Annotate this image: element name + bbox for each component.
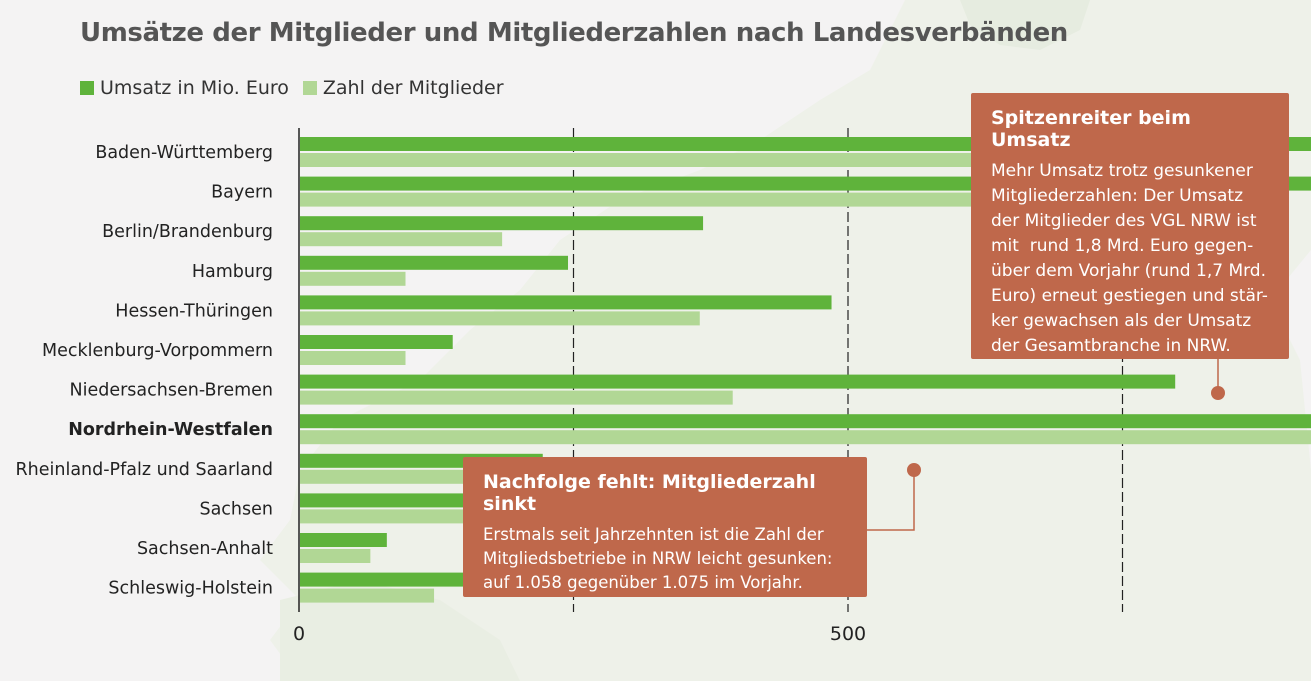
callout-line: Erstmals seit Jahrzehnten ist die Zahl d… bbox=[483, 525, 824, 544]
callout-connector-line bbox=[867, 470, 915, 531]
callout-nachfolge-title: Nachfolge fehlt: Mitgliederzahl sinkt bbox=[483, 471, 816, 515]
callout-nachfolge-text: Erstmals seit Jahrzehnten ist die Zahl d… bbox=[483, 523, 849, 595]
callout-line: ker gewachsen als der Umsatz bbox=[991, 311, 1252, 331]
bar-mitglieder bbox=[300, 549, 371, 563]
bar-umsatz bbox=[300, 295, 832, 310]
callout-line: Euro) erneut gestiegen und stär- bbox=[991, 286, 1268, 306]
chart-title: Umsätze der Mitglieder und Mitgliederzah… bbox=[80, 18, 1068, 48]
bar-mitglieder bbox=[300, 390, 733, 405]
bar-umsatz bbox=[300, 414, 1311, 429]
legend-item-umsatz: Umsatz in Mio. Euro bbox=[80, 77, 289, 99]
category-label: Schleswig-Holstein bbox=[108, 579, 273, 599]
category-label: Berlin/Brandenburg bbox=[102, 222, 273, 242]
category-label: Niedersachsen-Bremen bbox=[70, 381, 274, 401]
category-label: Sachsen-Anhalt bbox=[137, 539, 273, 559]
callout-spitzenreiter: Spitzenreiter beim Umsatz Mehr Umsatz tr… bbox=[971, 93, 1289, 359]
callout-nachfolge: Nachfolge fehlt: Mitgliederzahl sinkt Er… bbox=[463, 457, 867, 597]
bar-mitglieder bbox=[300, 271, 406, 286]
callout-line: der Mitglieder des VGL NRW ist bbox=[991, 211, 1257, 231]
bar-umsatz bbox=[300, 493, 508, 508]
callout-line: der Gesamtbranche in NRW. bbox=[991, 336, 1231, 356]
legend-label-umsatz: Umsatz in Mio. Euro bbox=[100, 77, 289, 99]
legend: Umsatz in Mio. Euro Zahl der Mitglieder bbox=[80, 77, 518, 99]
category-label: Rheinland-Pfalz und Saarland bbox=[15, 460, 273, 480]
category-label: Nordrhein-Westfalen bbox=[68, 420, 273, 440]
bar-mitglieder bbox=[300, 311, 700, 326]
bar-mitglieder bbox=[300, 588, 435, 603]
callout-line: mit rund 1,8 Mrd. Euro gegen- bbox=[991, 236, 1254, 256]
bar-mitglieder bbox=[300, 192, 1024, 207]
legend-swatch-umsatz bbox=[80, 81, 94, 95]
category-label: Hamburg bbox=[192, 262, 273, 282]
callout-connector-dot bbox=[1211, 386, 1225, 400]
legend-label-mitglieder: Zahl der Mitglieder bbox=[322, 77, 504, 99]
x-tick-label: 500 bbox=[830, 623, 866, 645]
callout-line: Mitgliederzahlen: Der Umsatz bbox=[991, 186, 1244, 206]
category-label: Baden-Württemberg bbox=[95, 143, 273, 163]
callout-line: Mitgliedsbetriebe in NRW leicht gesunken… bbox=[483, 549, 833, 568]
bar-mitglieder bbox=[300, 232, 503, 247]
bar-mitglieder bbox=[300, 153, 1183, 167]
category-label: Mecklenburg-Vorpommern bbox=[42, 341, 273, 361]
callout-spitzenreiter-title: Spitzenreiter beim Umsatz bbox=[991, 107, 1191, 151]
callout-line: auf 1.058 gegenüber 1.075 im Vorjahr. bbox=[483, 573, 803, 592]
bar-umsatz bbox=[300, 533, 387, 547]
bar-mitglieder bbox=[300, 351, 406, 365]
category-label: Hessen-Thüringen bbox=[115, 301, 273, 321]
bar-umsatz bbox=[300, 216, 704, 231]
callout-spitzenreiter-text: Mehr Umsatz trotz gesunkener Mitgliederz… bbox=[991, 159, 1273, 359]
bar-umsatz bbox=[300, 255, 569, 270]
category-label: Bayern bbox=[211, 183, 273, 203]
bar-mitglieder bbox=[300, 430, 1311, 445]
callout-line: über dem Vorjahr (rund 1,7 Mrd. bbox=[991, 261, 1266, 281]
legend-item-mitglieder: Zahl der Mitglieder bbox=[302, 77, 504, 99]
callout-connector-dot bbox=[907, 463, 921, 477]
callout-line: Mehr Umsatz trotz gesunkener bbox=[991, 161, 1253, 181]
bar-mitglieder bbox=[300, 469, 514, 484]
category-label: Sachsen bbox=[199, 499, 273, 519]
legend-swatch-mitglieder bbox=[302, 81, 317, 95]
bar-umsatz bbox=[300, 374, 1176, 389]
bar-mitglieder bbox=[300, 509, 475, 524]
bar-umsatz bbox=[300, 335, 453, 349]
x-tick-label: 0 bbox=[293, 623, 305, 645]
